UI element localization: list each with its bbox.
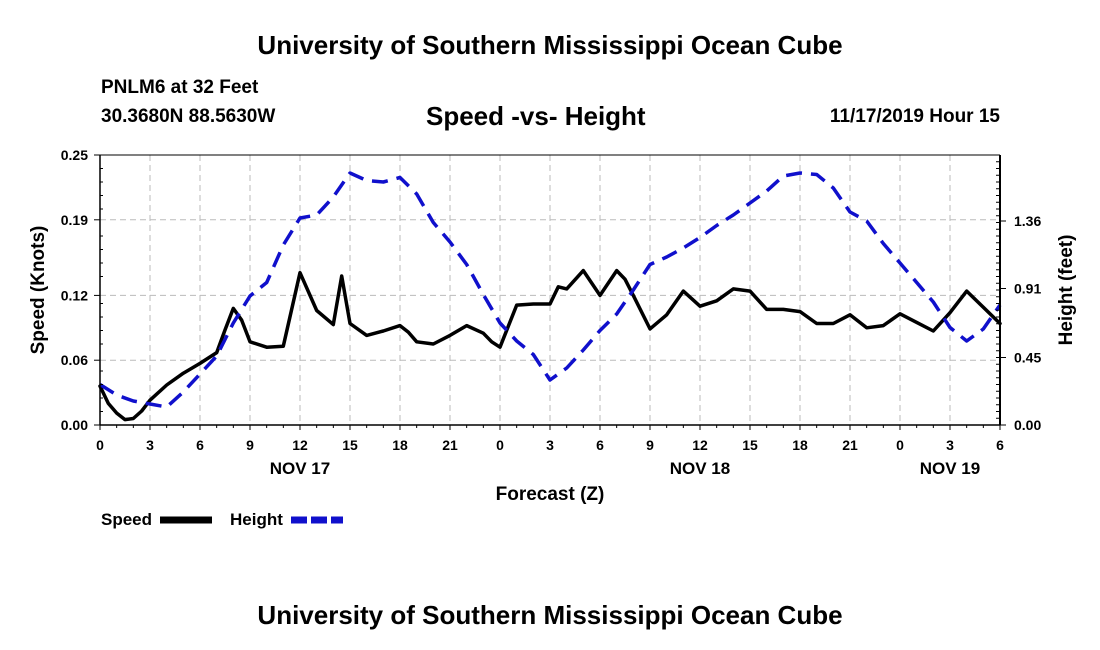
x-tick-label: 0 (896, 437, 904, 453)
chart-title: Speed -vs- Height (426, 101, 646, 131)
x-date-label: NOV 18 (670, 459, 730, 478)
x-date-label: NOV 17 (270, 459, 330, 478)
x-axis-title: Forecast (Z) (496, 484, 605, 505)
y2-tick-label: 1.36 (1014, 213, 1041, 229)
x-tick-label: 6 (596, 437, 604, 453)
y-axis-title: Speed (Knots) (28, 226, 49, 355)
x-tick-label: 9 (646, 437, 654, 453)
x-tick-label: 9 (246, 437, 254, 453)
x-tick-label: 12 (292, 437, 308, 453)
series-layer (98, 171, 1002, 422)
height-series-line (99, 171, 1002, 409)
station-label: PNLM6 at 32 Feet (101, 77, 259, 98)
x-tick-label: 6 (996, 437, 1004, 453)
x-tick-label: 6 (196, 437, 204, 453)
x-tick-label: 18 (792, 437, 808, 453)
x-tick-label: 18 (392, 437, 408, 453)
legend-label-speed: Speed (101, 510, 152, 529)
page-title-top: University of Southern Mississippi Ocean… (257, 30, 843, 60)
x-tick-label: 15 (342, 437, 358, 453)
y-tick-label: 0.00 (61, 417, 88, 433)
x-tick-label: 0 (96, 437, 104, 453)
y2-tick-label: 0.00 (1014, 417, 1041, 433)
y2-tick-label: 0.91 (1014, 281, 1041, 297)
x-tick-label: 0 (496, 437, 504, 453)
x-tick-label: 21 (842, 437, 858, 453)
y-tick-label: 0.25 (61, 147, 88, 163)
x-tick-label: 21 (442, 437, 458, 453)
x-tick-label: 3 (946, 437, 954, 453)
y2-tick-label: 0.45 (1014, 350, 1041, 366)
station-coords: 30.3680N 88.5630W (101, 106, 276, 127)
x-tick-label: 12 (692, 437, 708, 453)
y2-axis-title: Height (feet) (1056, 235, 1077, 346)
y-tick-label: 0.12 (61, 287, 88, 303)
legend: Speed Height (101, 510, 343, 529)
grid (100, 155, 1000, 425)
legend-label-height: Height (230, 510, 283, 529)
x-tick-label: 3 (546, 437, 554, 453)
x-tick-label: 15 (742, 437, 758, 453)
x-tick-label: 3 (146, 437, 154, 453)
x-date-label: NOV 19 (920, 459, 980, 478)
page-title-bottom: University of Southern Mississippi Ocean… (257, 600, 843, 630)
y-tick-label: 0.19 (61, 212, 88, 228)
axes: 0 3 6 9 12 15 18 21 0 3 6 9 12 15 18 21 0 3 6 NOV 17 NOV 18 N… (28, 147, 1077, 505)
speed-series-line (98, 268, 1002, 422)
forecast-datetime: 11/17/2019 Hour 15 (829, 106, 1000, 127)
y-tick-label: 0.06 (61, 352, 88, 368)
